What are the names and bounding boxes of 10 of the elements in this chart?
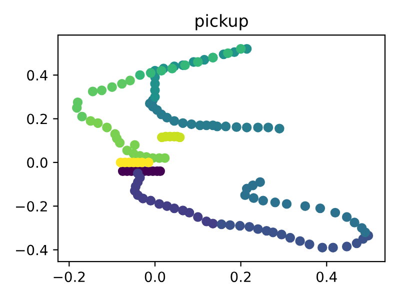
y-tick-label: 0.0 [27,157,48,168]
x-tick-label: 0.2 [230,272,250,282]
y-tick-label: −0.2 [16,201,47,212]
y-tick-label: 0.4 [27,70,48,81]
x-tick-label: −0.2 [54,272,85,282]
chart-title: pickup [196,14,248,30]
y-tick-label: −0.4 [16,244,48,256]
x-tick-label: 0.4 [316,272,337,282]
y-tick-label: 0.2 [27,114,47,124]
x-tick-label: 0.0 [144,272,166,282]
